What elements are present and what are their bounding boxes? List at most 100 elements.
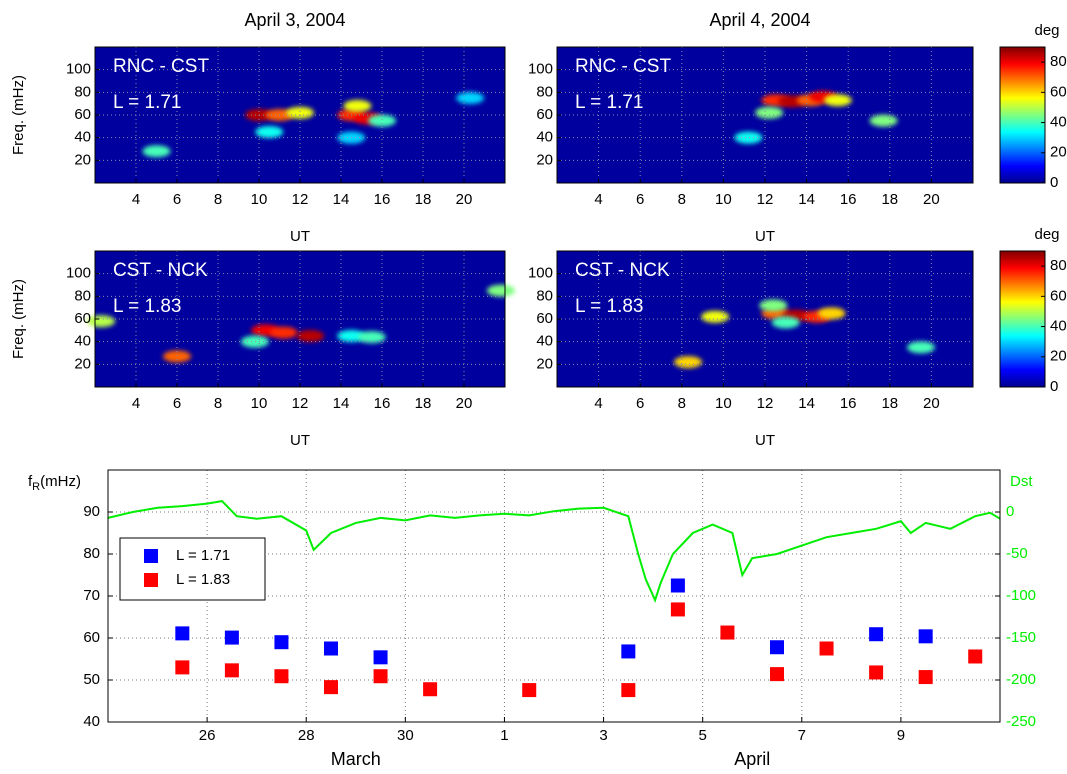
data-point — [621, 644, 636, 659]
y-tick-label: 100 — [528, 61, 553, 78]
x-tick-label: 6 — [173, 191, 181, 208]
data-point — [918, 629, 933, 644]
y-tick-label: 40 — [74, 333, 91, 350]
data-point — [819, 641, 834, 656]
colorbar-tick-label: 60 — [1050, 287, 1067, 304]
phase-cell — [755, 106, 784, 119]
x-tick-label: 16 — [840, 395, 857, 412]
colorbar-label: deg — [1034, 22, 1059, 39]
plot-frame — [556, 250, 974, 388]
y-tick-label: 90 — [83, 503, 100, 520]
phase-cell — [343, 99, 372, 112]
y-tick-label: 80 — [74, 83, 91, 100]
x-tick-label: 4 — [594, 395, 602, 412]
data-point — [175, 626, 190, 641]
x-tick-label: 5 — [698, 727, 706, 744]
phase-cell — [823, 94, 852, 107]
x-tick-label: 6 — [636, 395, 644, 412]
y-axis-label-part: f — [28, 473, 33, 490]
x-tick-label: 20 — [923, 395, 940, 412]
annotation: CST - NCK — [575, 260, 670, 281]
x-tick-label: 30 — [397, 727, 414, 744]
x-tick-label: 28 — [298, 727, 315, 744]
x-tick-label: 10 — [251, 395, 268, 412]
phase-cell — [296, 330, 325, 342]
phase-cell — [163, 350, 191, 363]
data-point — [423, 682, 438, 697]
x-tick-label: 14 — [798, 191, 815, 208]
data-point — [274, 635, 289, 650]
data-point — [224, 663, 239, 678]
x-tick-label: 4 — [132, 395, 140, 412]
x-tick-label: 10 — [251, 191, 268, 208]
data-point — [224, 630, 239, 645]
x-tick-label: 7 — [798, 727, 806, 744]
legend-box — [119, 537, 266, 601]
x-tick-label: 12 — [757, 395, 774, 412]
y-tick-label: 40 — [536, 333, 553, 350]
legend-swatch — [144, 573, 158, 587]
x-tick-label: 16 — [840, 191, 857, 208]
month-label: April — [734, 749, 770, 769]
phase-cell — [286, 106, 314, 119]
annotation: RNC - CST — [575, 56, 671, 77]
phase-cell — [759, 299, 788, 312]
annotation: CST - NCK — [113, 260, 208, 281]
x-tick-label: 18 — [415, 395, 432, 412]
colorbar-tick-label: 60 — [1050, 83, 1067, 100]
phase-cell — [734, 131, 763, 144]
x-tick-label: 20 — [456, 395, 473, 412]
x-tick-label: 8 — [678, 395, 686, 412]
x-tick-label: 12 — [292, 191, 309, 208]
data-point — [720, 625, 735, 640]
plot-frame — [94, 46, 506, 184]
phase-cell — [368, 114, 396, 127]
colorbar-tick-label: 80 — [1050, 53, 1067, 70]
colorbar-tick-label: 20 — [1050, 144, 1067, 161]
data-point — [324, 641, 338, 656]
dst-line — [107, 500, 1001, 603]
colorbar-tick-label: 40 — [1050, 114, 1067, 131]
annotation: L = 1.83 — [113, 296, 182, 317]
y-axis-label-part: R — [32, 481, 40, 493]
y-tick-label: 100 — [66, 265, 91, 282]
y-axis-label-part: (mHz) — [40, 473, 81, 490]
plot-frame — [94, 250, 506, 388]
y-axis-label: Freq. (mHz) — [10, 279, 27, 359]
y2-tick-label: -250 — [1006, 713, 1036, 730]
y-tick-label: 60 — [83, 629, 100, 646]
data-point — [373, 650, 388, 665]
x-tick-label: 6 — [636, 191, 644, 208]
x-tick-label: 16 — [374, 395, 391, 412]
x-tick-label: 14 — [333, 191, 350, 208]
panel-title: April 4, 2004 — [709, 10, 810, 30]
x-axis-label: UT — [290, 228, 310, 245]
data-point — [274, 669, 289, 684]
y2-tick-label: -50 — [1006, 545, 1028, 562]
y-tick-label: 20 — [74, 151, 91, 168]
x-tick-label: 18 — [881, 395, 898, 412]
y-tick-label: 40 — [536, 129, 553, 146]
phase-cell — [255, 126, 284, 138]
x-tick-label: 18 — [415, 191, 432, 208]
x-tick-label: 26 — [199, 727, 216, 744]
y-tick-label: 60 — [536, 310, 553, 327]
y-tick-label: 100 — [66, 61, 91, 78]
x-axis-label: UT — [755, 228, 775, 245]
y-tick-label: 100 — [528, 265, 553, 282]
phase-cell — [269, 326, 298, 339]
x-tick-label: 12 — [757, 191, 774, 208]
month-label: March — [331, 749, 381, 769]
panel-title: April 3, 2004 — [244, 10, 345, 30]
data-point — [324, 680, 338, 695]
y2-axis-label: Dst — [1010, 473, 1033, 490]
x-tick-label: 14 — [333, 395, 350, 412]
y-tick-label: 80 — [74, 287, 91, 304]
x-axis-label: UT — [290, 432, 310, 449]
y-tick-label: 80 — [536, 287, 553, 304]
x-tick-label: 8 — [214, 191, 222, 208]
y2-tick-label: -200 — [1006, 671, 1036, 688]
x-tick-label: 8 — [678, 191, 686, 208]
x-tick-label: 9 — [897, 727, 905, 744]
y-tick-label: 40 — [83, 713, 100, 730]
